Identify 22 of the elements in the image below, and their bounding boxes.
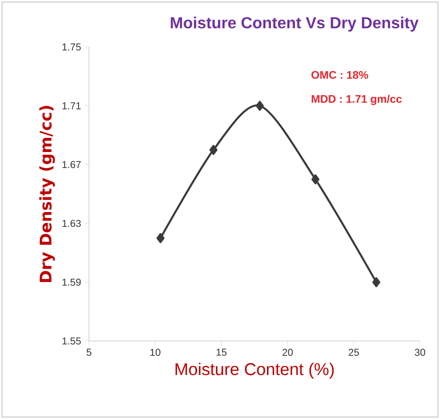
x-tick-label: 20 bbox=[282, 348, 293, 356]
point bbox=[209, 144, 218, 155]
annotation: MDD : 1.71 gm/cc bbox=[312, 94, 402, 106]
point bbox=[311, 174, 320, 184]
point bbox=[156, 233, 164, 244]
chart-title: Moisture Content Vs Dry Density bbox=[170, 16, 419, 32]
y-tick-label: 1.71 bbox=[62, 102, 81, 110]
point bbox=[256, 100, 264, 111]
x-tick-label: 30 bbox=[414, 348, 426, 356]
x-axis-title: Moisture Content (%) bbox=[176, 362, 334, 379]
y-axis-title: Dry Density (gm/cc) bbox=[39, 106, 55, 282]
y-tick-label: 1.63 bbox=[62, 220, 81, 227]
y-tick-label: 1.67 bbox=[62, 161, 81, 168]
x-tick-label: 25 bbox=[348, 348, 359, 356]
annotation: OMC : 18% bbox=[311, 71, 368, 79]
x-tick-label: 5 bbox=[86, 348, 92, 356]
x-tick-label: 15 bbox=[216, 348, 227, 356]
x-tick-label: 10 bbox=[150, 348, 160, 356]
y-tick-label: 1.55 bbox=[62, 337, 81, 344]
y-tick-label: 1.59 bbox=[62, 278, 81, 286]
y-tick-label: 1.75 bbox=[62, 44, 81, 50]
point bbox=[372, 277, 380, 288]
